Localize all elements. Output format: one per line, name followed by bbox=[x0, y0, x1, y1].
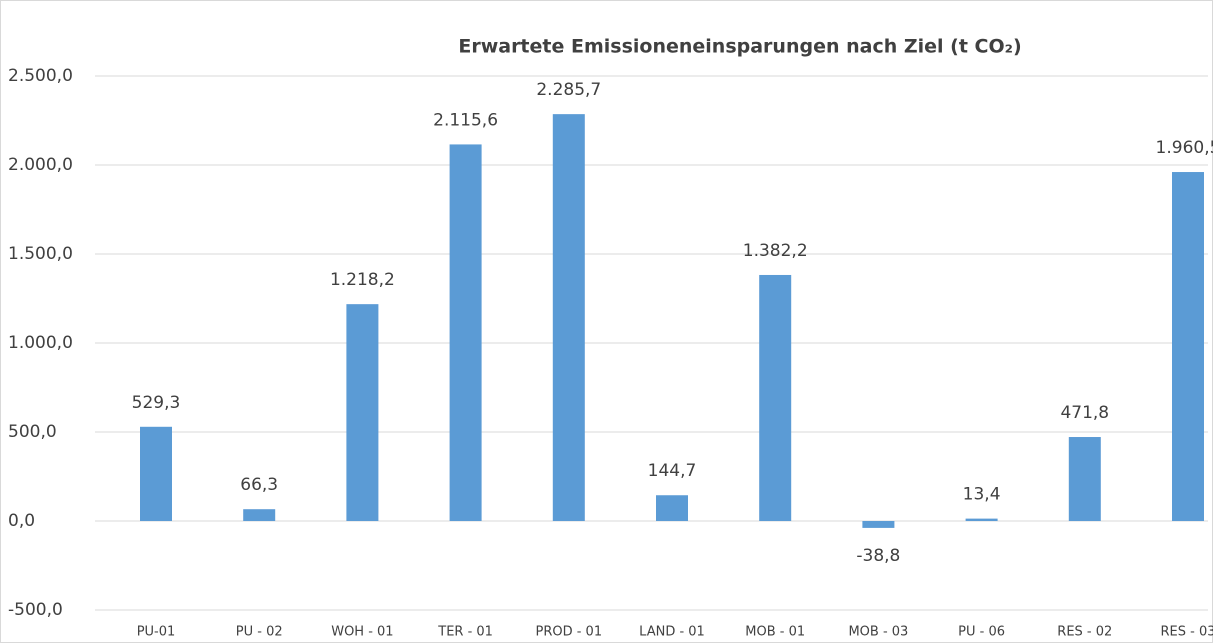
x-tick-label: RES - 02 bbox=[1057, 625, 1112, 640]
bar bbox=[656, 495, 688, 521]
bar bbox=[243, 509, 276, 521]
bar bbox=[140, 426, 172, 521]
data-label: 1.960,5 bbox=[1156, 138, 1213, 158]
y-tick-label: -500,0 bbox=[8, 600, 63, 620]
data-label: -38,8 bbox=[856, 546, 900, 566]
x-tick-label: PU-01 bbox=[137, 625, 176, 640]
chart-title: Erwartete Emissioneneinsparungen nach Zi… bbox=[458, 36, 1021, 58]
bar bbox=[1068, 437, 1101, 521]
bar bbox=[346, 304, 379, 521]
y-tick-label: 2.500,0 bbox=[8, 66, 73, 86]
data-label: 529,3 bbox=[132, 393, 181, 413]
bar bbox=[965, 518, 998, 521]
x-tick-label: WOH - 01 bbox=[331, 625, 393, 640]
x-tick-label: MOB - 01 bbox=[745, 625, 805, 640]
x-tick-label: PU - 06 bbox=[958, 625, 1005, 640]
data-label: 13,4 bbox=[963, 485, 1001, 505]
bar bbox=[449, 144, 482, 521]
data-label: 144,7 bbox=[648, 461, 697, 481]
bar bbox=[862, 521, 895, 528]
bar bbox=[552, 114, 585, 522]
y-tick-label: 500,0 bbox=[8, 422, 57, 442]
x-tick-label: PROD - 01 bbox=[535, 625, 602, 640]
data-label: 2.115,6 bbox=[433, 110, 498, 130]
data-label: 1.382,2 bbox=[743, 241, 808, 261]
x-tick-label: TER - 01 bbox=[437, 625, 493, 640]
y-tick-label: 1.500,0 bbox=[8, 244, 73, 264]
x-tick-label: PU - 02 bbox=[236, 625, 283, 640]
y-tick-label: 2.000,0 bbox=[8, 155, 73, 175]
x-tick-label: RES - 03 bbox=[1161, 625, 1213, 640]
y-tick-label: 0,0 bbox=[8, 511, 35, 531]
data-label: 1.218,2 bbox=[330, 270, 395, 290]
data-label: 2.285,7 bbox=[536, 80, 601, 100]
y-tick-label: 1.000,0 bbox=[8, 333, 73, 353]
x-tick-label: MOB - 03 bbox=[848, 625, 908, 640]
bar bbox=[1172, 172, 1204, 521]
x-tick-label: LAND - 01 bbox=[639, 625, 705, 640]
data-label: 66,3 bbox=[240, 475, 278, 495]
bar bbox=[759, 274, 792, 521]
data-label: 471,8 bbox=[1060, 403, 1109, 423]
